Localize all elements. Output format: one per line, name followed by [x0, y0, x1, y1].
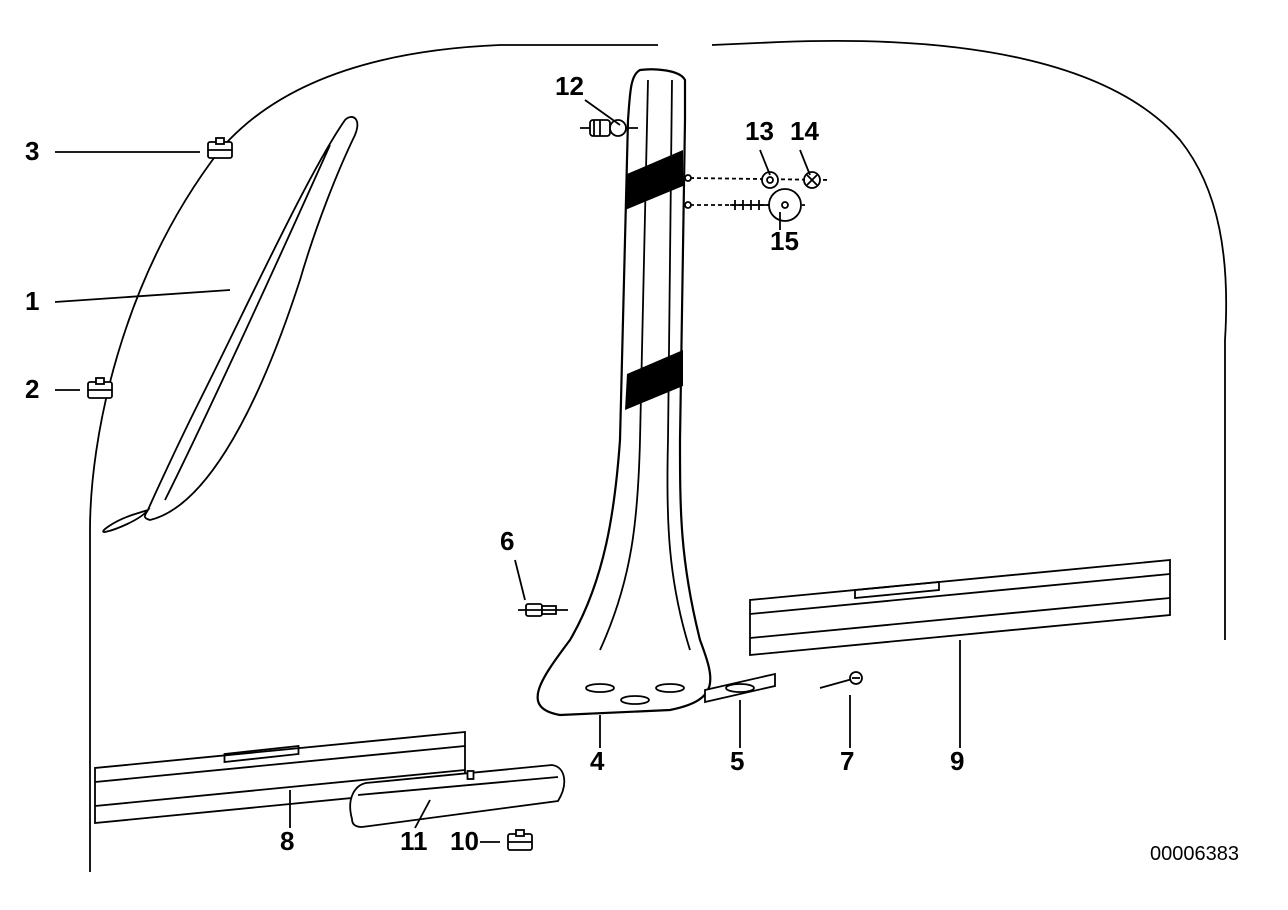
- callout-label-5: 5: [730, 746, 744, 776]
- callout-label-13: 13: [745, 116, 774, 146]
- callout-label-8: 8: [280, 826, 294, 856]
- pillar-base-slot-0: [586, 684, 614, 692]
- callout-label-15: 15: [770, 226, 799, 256]
- callout-label-6: 6: [500, 526, 514, 556]
- callout-label-9: 9: [950, 746, 964, 776]
- pillar-base-slot-2: [656, 684, 684, 692]
- screw-14: [804, 172, 820, 188]
- pillar-hole-lower: [685, 202, 691, 208]
- part-id: 00006383: [1150, 843, 1239, 865]
- pillar-base-slot-1: [621, 696, 649, 704]
- pillar-hole-upper: [685, 175, 691, 181]
- callout-label-1: 1: [25, 286, 39, 316]
- callout-label-12: 12: [555, 71, 584, 101]
- callout-label-4: 4: [590, 746, 605, 776]
- callout-label-7: 7: [840, 746, 854, 776]
- callout-label-10: 10: [450, 826, 479, 856]
- callout-label-11: 11: [400, 826, 428, 856]
- callout-label-2: 2: [25, 374, 39, 404]
- callout-label-14: 14: [790, 116, 819, 146]
- callout-label-3: 3: [25, 136, 39, 166]
